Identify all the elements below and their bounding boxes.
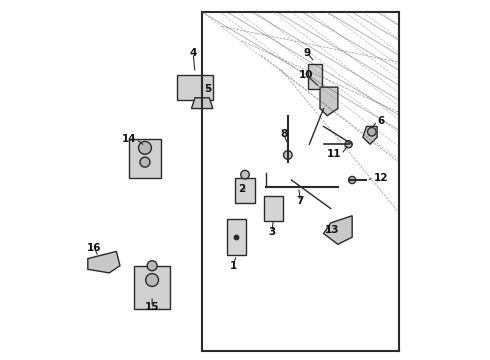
Polygon shape <box>320 87 338 116</box>
Text: 14: 14 <box>122 134 136 144</box>
Text: 11: 11 <box>327 149 342 159</box>
Circle shape <box>140 157 150 167</box>
Bar <box>235 178 255 203</box>
Text: 9: 9 <box>304 48 311 58</box>
Text: 10: 10 <box>298 69 313 80</box>
Text: 15: 15 <box>145 302 159 312</box>
Text: 2: 2 <box>238 184 245 194</box>
Text: 4: 4 <box>190 48 197 58</box>
Polygon shape <box>363 126 377 144</box>
Bar <box>226 219 246 255</box>
Circle shape <box>345 141 352 148</box>
Circle shape <box>368 127 376 136</box>
Polygon shape <box>323 216 352 244</box>
Text: 13: 13 <box>325 225 340 235</box>
Circle shape <box>139 141 151 154</box>
Bar <box>308 64 322 89</box>
Circle shape <box>146 274 159 287</box>
Text: 8: 8 <box>280 129 287 139</box>
Circle shape <box>147 261 157 271</box>
Text: 7: 7 <box>296 197 304 206</box>
Bar <box>177 75 213 100</box>
Text: 5: 5 <box>204 84 211 94</box>
Text: 1: 1 <box>230 261 237 271</box>
Text: 6: 6 <box>377 116 385 126</box>
Polygon shape <box>192 98 213 109</box>
Text: 3: 3 <box>268 227 275 237</box>
Bar <box>134 266 170 309</box>
Circle shape <box>241 170 249 179</box>
Bar <box>129 139 161 178</box>
Circle shape <box>284 151 292 159</box>
Text: 12: 12 <box>373 173 388 183</box>
Polygon shape <box>88 251 120 273</box>
Bar <box>264 196 283 221</box>
Text: 16: 16 <box>87 243 101 253</box>
Circle shape <box>348 176 356 184</box>
